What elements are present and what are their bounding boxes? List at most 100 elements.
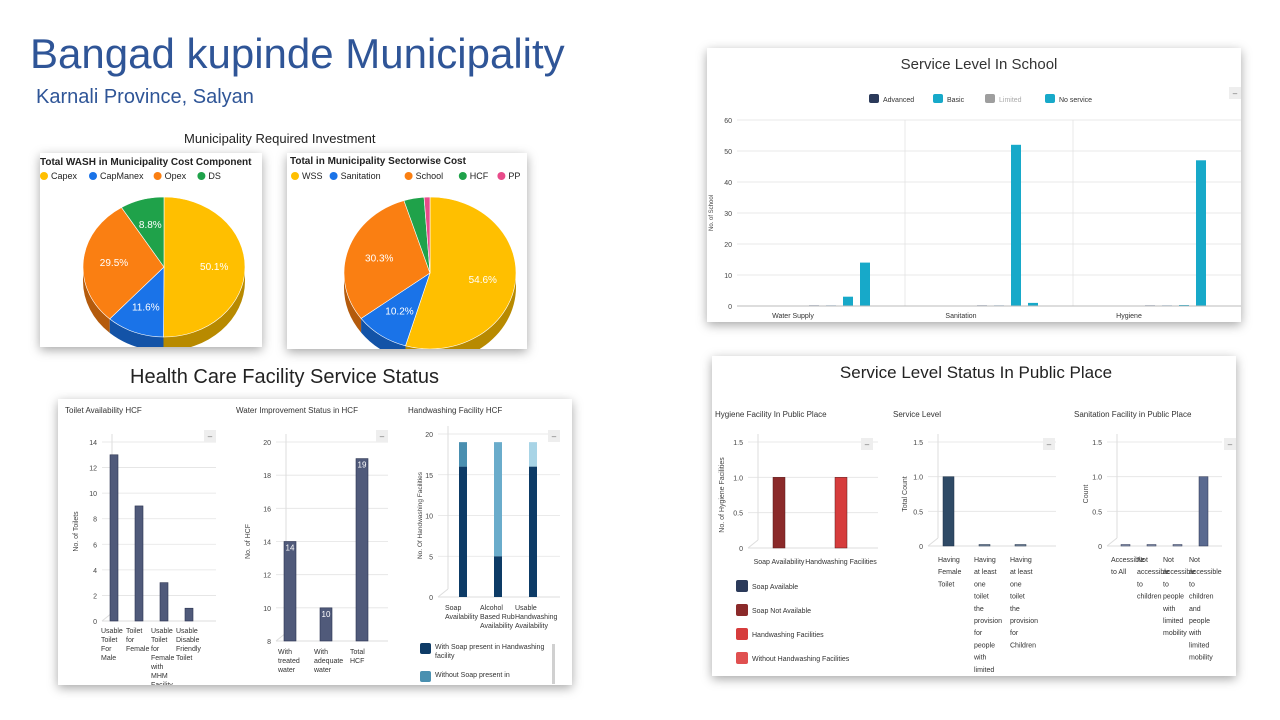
legend-marker-3[interactable]	[197, 172, 206, 180]
toilet-bar-3[interactable]	[184, 607, 194, 622]
y-tick-label: 0	[1098, 544, 1102, 551]
school-legend-label-3[interactable]: No service	[1059, 97, 1092, 104]
school-legend-marker-1[interactable]	[933, 94, 943, 103]
hand-legend-marker-1[interactable]	[420, 671, 431, 682]
y-tick-label: 1.0	[913, 475, 923, 482]
water-bar-0[interactable]	[283, 541, 297, 642]
pp-sanitation-x-tick-label: Not accessible to children and people with limi…	[1188, 557, 1222, 662]
pie-card-cost-component: Total WASH in Municipality Cost Componen…	[40, 153, 262, 347]
school-legend-marker-3[interactable]	[1045, 94, 1055, 103]
hand-legend-marker-0[interactable]	[420, 643, 431, 654]
pie-slice-0[interactable]	[405, 196, 517, 349]
pp-sanitation-title: Sanitation Facility in Public Place	[1074, 410, 1192, 419]
legend-label-3[interactable]: HCF	[470, 171, 489, 181]
toilet-bar-0[interactable]	[109, 454, 119, 622]
water-bar-2[interactable]	[355, 458, 369, 642]
legend-label-2[interactable]: School	[416, 171, 444, 181]
legend-label-3[interactable]: DS	[208, 171, 221, 181]
school-bar-0-2[interactable]	[843, 296, 853, 306]
legend-label-2[interactable]: Opex	[165, 171, 187, 181]
pie-slice-0[interactable]	[163, 196, 246, 338]
y-tick-label: 0	[919, 544, 923, 551]
y-tick-label: 2	[93, 593, 97, 600]
y-tick-label: 30	[724, 211, 732, 218]
water-bar-value-2: 19	[358, 461, 367, 470]
pie-slice-side-2	[344, 273, 362, 333]
pp-sanitation-bar-3[interactable]	[1198, 476, 1209, 547]
school-legend-label-2[interactable]: Limited	[999, 97, 1022, 104]
school-legend-marker-0[interactable]	[869, 94, 879, 103]
hand-bar-without-soap-0[interactable]	[459, 442, 467, 467]
hcf-heading: Health Care Facility Service Status	[130, 366, 440, 388]
y-tick-label: 1.5	[1092, 440, 1102, 447]
legend-label-0[interactable]: WSS	[302, 171, 323, 181]
legend-marker-2[interactable]	[153, 172, 162, 180]
y-tick-label: 40	[724, 180, 732, 187]
chart-menu-button[interactable]	[1043, 438, 1055, 450]
pp-hygiene-legend-label-1[interactable]: Soap Not Available	[752, 608, 811, 615]
legend-label-1[interactable]: CapManex	[100, 171, 144, 181]
public-place-card: Service Level Status In Public Place Hyg…	[712, 356, 1236, 676]
chart-menu-button[interactable]	[861, 438, 873, 450]
legend-marker-3[interactable]	[458, 172, 467, 180]
chart-menu-button[interactable]	[204, 430, 216, 442]
y-tick-label: 14	[263, 540, 271, 547]
pp-hygiene-legend-marker-2[interactable]	[736, 628, 748, 640]
pp-hygiene-legend-marker-1[interactable]	[736, 604, 748, 616]
pp-service-bar-2[interactable]	[1014, 544, 1027, 547]
pp-hygiene-bar-0-1[interactable]	[772, 477, 786, 549]
hand-bar-without-soap-2[interactable]	[529, 442, 537, 467]
pp-sanitation-bar-2[interactable]	[1172, 544, 1183, 547]
school-bar-0-3[interactable]	[860, 262, 870, 306]
hand-bar-with-soap-0[interactable]	[459, 466, 467, 597]
hand-bar-with-soap-2[interactable]	[529, 466, 537, 597]
y-tick-label: 0	[728, 304, 732, 311]
pie-slice-2[interactable]	[82, 207, 165, 320]
legend-marker-0[interactable]	[40, 172, 48, 180]
school-x-tick-label: Hygiene	[1116, 313, 1142, 320]
school-legend-label-1[interactable]: Basic	[947, 97, 965, 104]
hand-bar-with-soap-1[interactable]	[494, 556, 502, 597]
pp-hygiene-legend-label-2[interactable]: Handwashing Facilities	[752, 632, 824, 639]
hand-bar-without-soap-1[interactable]	[494, 442, 502, 557]
chart-menu-button[interactable]	[548, 430, 560, 442]
school-legend-marker-2[interactable]	[985, 94, 995, 103]
pp-service-bar-0[interactable]	[942, 476, 955, 547]
legend-marker-1[interactable]	[329, 172, 338, 180]
legend-marker-1[interactable]	[89, 172, 97, 180]
pp-service-level-chart: Service Level 0 0.5 1.0 1.5 Total Count – Havi…	[893, 410, 1056, 674]
legend-marker-2[interactable]	[404, 172, 413, 180]
hand-legend-label-1: Without Soap present in	[435, 672, 510, 679]
school-legend-label-0[interactable]: Advanced	[883, 97, 914, 104]
school-bar-1-3[interactable]	[1028, 302, 1038, 306]
pp-service-x-tick-label: Having at least one toilet the provision for Ch…	[1010, 557, 1038, 649]
legend-marker-4[interactable]	[497, 172, 506, 180]
pp-sanitation-bar-0[interactable]	[1120, 544, 1131, 547]
toilet-bar-2[interactable]	[159, 582, 169, 622]
chart-menu-button[interactable]	[1224, 438, 1236, 450]
school-bar-1-2[interactable]	[1011, 144, 1021, 306]
water-bar-1[interactable]	[319, 607, 333, 642]
legend-scrollbar[interactable]	[552, 644, 555, 684]
y-tick-label: 14	[89, 440, 97, 447]
public-place-charts: Service Level Status In Public Place Hyg…	[715, 363, 1236, 674]
pp-hygiene-legend-marker-0[interactable]	[736, 580, 748, 592]
pp-hygiene-bar-1-2[interactable]	[834, 477, 848, 549]
pp-service-bar-1[interactable]	[978, 544, 991, 547]
legend-label-0[interactable]: Capex	[51, 171, 78, 181]
legend-label-4[interactable]: PP	[508, 171, 520, 181]
school-bar-2-3[interactable]	[1196, 160, 1206, 306]
pie-slice-2[interactable]	[343, 200, 431, 319]
school-menu-button[interactable]	[1229, 87, 1241, 99]
toilet-bar-1[interactable]	[134, 505, 144, 622]
pp-sanitation-bar-1[interactable]	[1146, 544, 1157, 547]
pp-hygiene-legend-label-3[interactable]: Without Handwashing Facilities	[752, 656, 850, 663]
chart-menu-button[interactable]	[376, 430, 388, 442]
school-chart-title: Service Level In School	[901, 56, 1058, 73]
legend-label-1[interactable]: Sanitation	[341, 171, 381, 181]
pie-slice-4[interactable]	[423, 196, 431, 274]
legend-marker-0[interactable]	[291, 172, 299, 180]
pie-slice-3[interactable]	[121, 196, 165, 268]
pp-hygiene-legend-label-0[interactable]: Soap Available	[752, 584, 798, 591]
pp-hygiene-legend-marker-3[interactable]	[736, 652, 748, 664]
